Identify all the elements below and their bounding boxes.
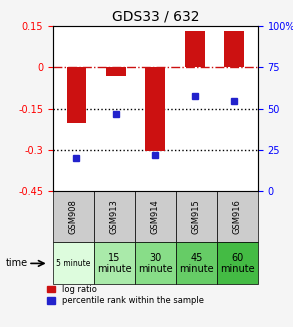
Text: GSM916: GSM916 [233, 199, 242, 234]
Text: GSM908: GSM908 [69, 199, 78, 234]
FancyBboxPatch shape [94, 243, 135, 284]
Legend: log ratio, percentile rank within the sample: log ratio, percentile rank within the sa… [47, 285, 204, 305]
Bar [224, 31, 244, 67]
FancyBboxPatch shape [135, 243, 176, 284]
FancyBboxPatch shape [135, 191, 176, 243]
FancyBboxPatch shape [176, 243, 217, 284]
Text: 45
minute: 45 minute [179, 252, 214, 274]
Text: 15
minute: 15 minute [97, 252, 132, 274]
FancyBboxPatch shape [217, 243, 258, 284]
Text: 5 minute: 5 minute [56, 259, 91, 268]
Text: 30
minute: 30 minute [138, 252, 173, 274]
Text: 60
minute: 60 minute [220, 252, 255, 274]
Text: time: time [6, 258, 28, 268]
Bar [185, 31, 205, 67]
FancyBboxPatch shape [176, 191, 217, 243]
FancyBboxPatch shape [217, 191, 258, 243]
FancyBboxPatch shape [94, 191, 135, 243]
Bar [145, 67, 165, 151]
FancyBboxPatch shape [53, 191, 94, 243]
Text: GSM915: GSM915 [192, 199, 201, 234]
Bar [106, 67, 126, 76]
Bar [67, 67, 86, 123]
FancyBboxPatch shape [53, 243, 94, 284]
Text: GSM913: GSM913 [110, 199, 119, 234]
Text: GSM914: GSM914 [151, 199, 160, 234]
Title: GDS33 / 632: GDS33 / 632 [112, 9, 199, 24]
